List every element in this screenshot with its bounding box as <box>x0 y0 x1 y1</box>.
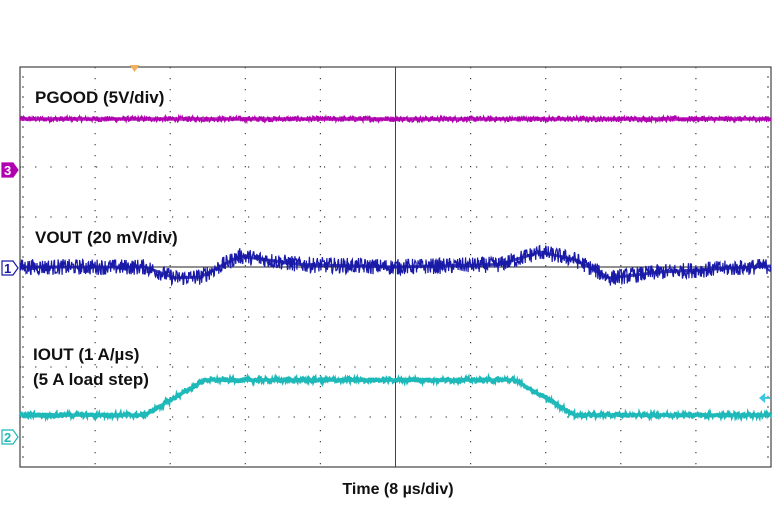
vout-trace <box>19 244 772 287</box>
channel-3-marker: 3 <box>1 162 19 178</box>
channel-3-number: 3 <box>4 163 11 178</box>
iout-label-line1: IOUT (1 A/µs) <box>33 345 140 364</box>
vout-label: VOUT (20 mV/div) <box>35 228 178 247</box>
channel-1-number: 1 <box>4 261 11 276</box>
trigger-level-marker <box>759 393 770 403</box>
trigger-time-marker <box>129 65 140 72</box>
iout-label-line2: (5 A load step) <box>33 370 149 389</box>
pgood-label: PGOOD (5V/div) <box>35 88 165 107</box>
channel-2-number: 2 <box>4 430 11 445</box>
vout-trace-core <box>20 250 772 280</box>
channel-1-marker: 1 <box>1 260 19 276</box>
channel-2-marker: 2 <box>1 429 19 445</box>
iout-trace-core <box>20 378 771 417</box>
x-axis-label: Time (8 µs/div) <box>342 481 454 498</box>
